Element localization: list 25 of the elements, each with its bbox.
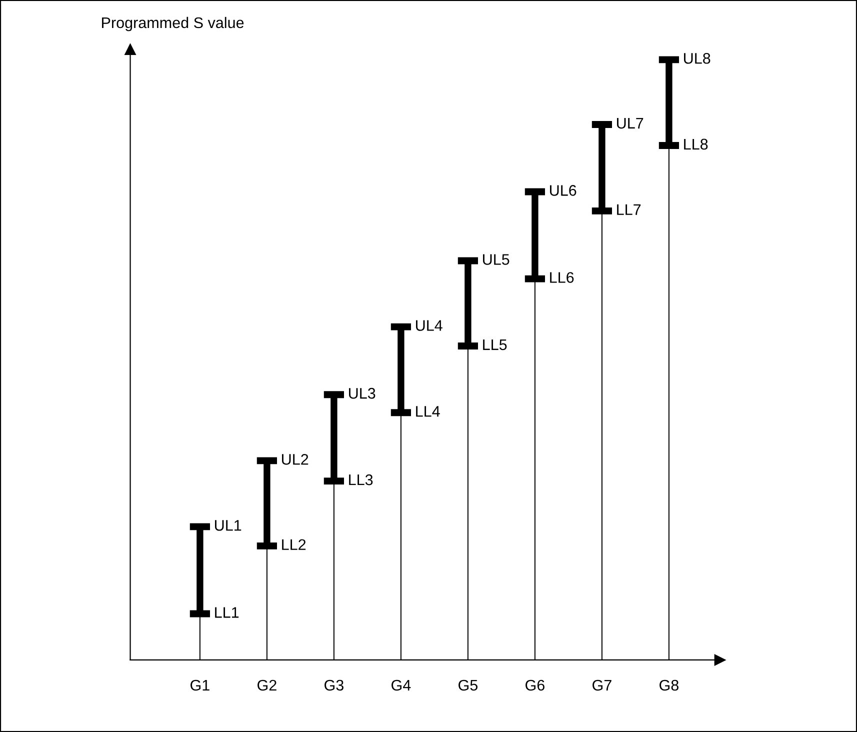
x-tick-label: G1 bbox=[190, 680, 210, 691]
annotation: UL1 bbox=[215, 520, 242, 531]
annotation: LL3 bbox=[349, 474, 373, 486]
x-tick-label: G7 bbox=[592, 680, 612, 691]
annotation: UL7 bbox=[617, 118, 644, 129]
annotation: UL6 bbox=[550, 185, 576, 196]
annotation: LL6 bbox=[550, 272, 574, 283]
x-tick-label: G3 bbox=[324, 680, 344, 691]
x-tick-label: G6 bbox=[526, 680, 544, 691]
annotation: LL8 bbox=[684, 138, 708, 150]
annotation: UL4 bbox=[416, 320, 442, 331]
x-tick-label: G4 bbox=[392, 680, 411, 691]
x-tick-label: G8 bbox=[660, 680, 678, 691]
annotation: UL2 bbox=[282, 454, 308, 465]
annotation: LL7 bbox=[617, 204, 641, 215]
x-tick-label: G2 bbox=[258, 680, 276, 691]
x-tick-label: G5 bbox=[458, 680, 478, 691]
annotation: LL4 bbox=[416, 406, 440, 417]
annotation: LL1 bbox=[215, 607, 239, 618]
annotation: UL8 bbox=[684, 52, 710, 64]
annotation: LL2 bbox=[282, 539, 306, 550]
annotation: UL3 bbox=[349, 388, 376, 399]
y-axis-title: Programmed S value bbox=[102, 16, 244, 32]
annotation: UL5 bbox=[483, 254, 510, 265]
annotation: LL5 bbox=[483, 339, 507, 350]
